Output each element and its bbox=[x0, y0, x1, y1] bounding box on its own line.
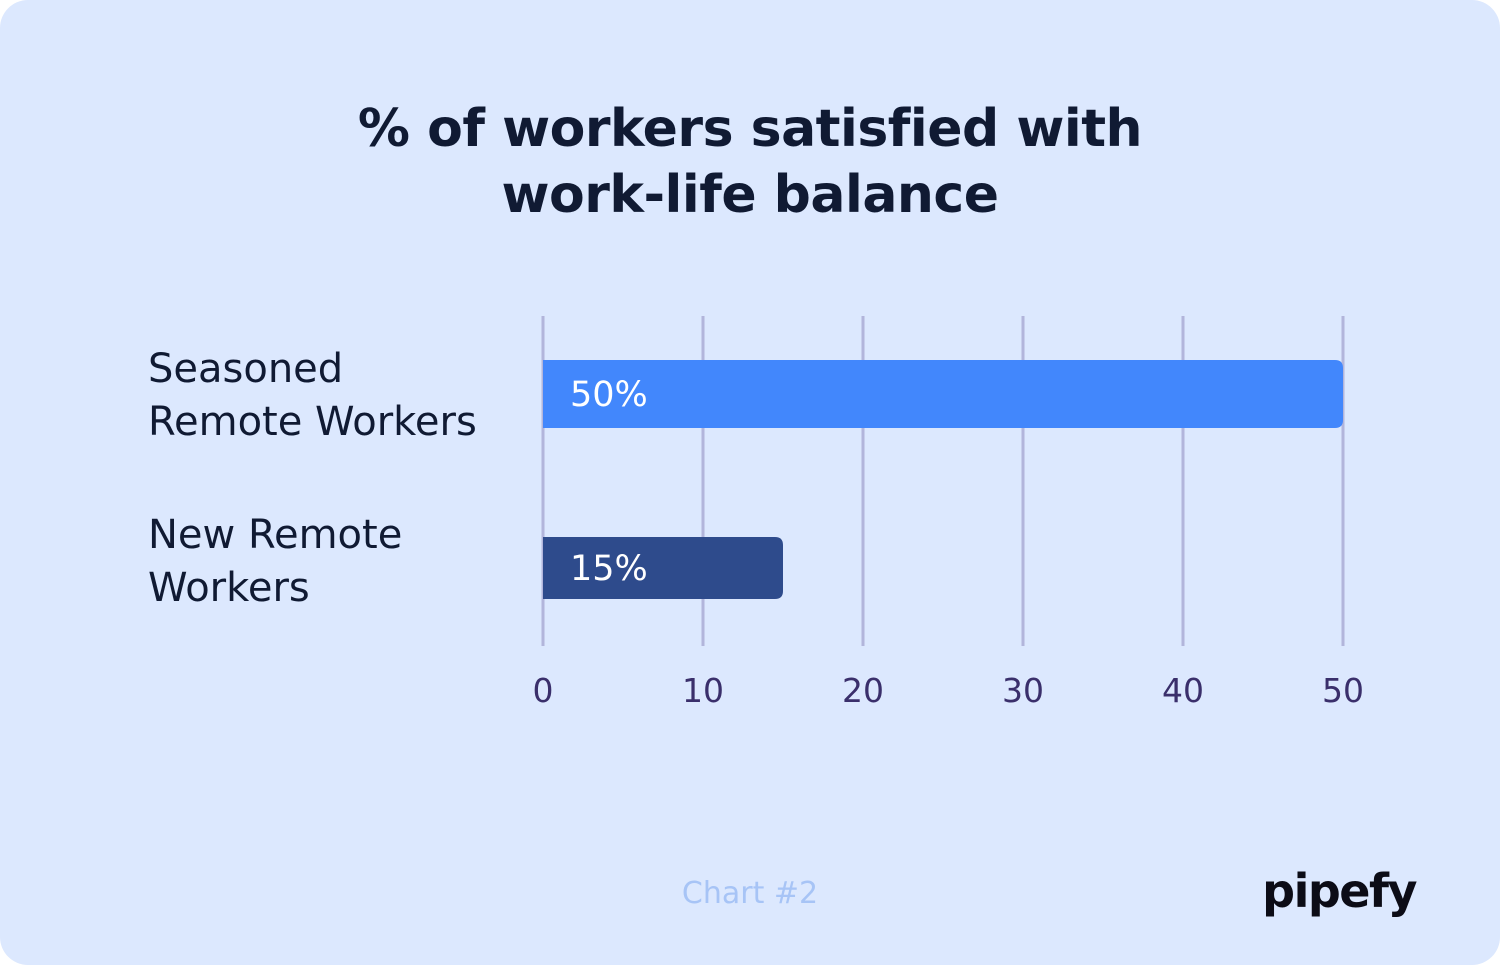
bar-1 bbox=[543, 537, 783, 599]
category-label-seasoned: Seasoned Remote Workers bbox=[148, 343, 477, 449]
x-tick-label-0: 0 bbox=[533, 671, 554, 710]
x-axis-ticks: 0 10 20 30 40 50 bbox=[533, 671, 1365, 710]
category-label-line: Remote Workers bbox=[148, 399, 477, 445]
x-tick-label-20: 20 bbox=[842, 671, 884, 710]
bars bbox=[543, 360, 1343, 599]
category-label-line: Workers bbox=[148, 565, 310, 611]
category-label-line: New Remote bbox=[148, 512, 403, 558]
x-tick-label-30: 30 bbox=[1002, 671, 1044, 710]
bar-data-label-1: 15% bbox=[570, 549, 648, 589]
chart-title: % of workers satisfied with work-life ba… bbox=[0, 96, 1500, 228]
data-labels: 50% 15% bbox=[570, 375, 648, 589]
x-tick-label-50: 50 bbox=[1322, 671, 1364, 710]
chart-title-line-2: work-life balance bbox=[501, 165, 999, 225]
category-label-line: Seasoned bbox=[148, 346, 344, 392]
x-tick-label-10: 10 bbox=[682, 671, 724, 710]
chart-number-label: Chart #2 bbox=[681, 876, 819, 911]
bar-0 bbox=[543, 360, 1343, 428]
x-tick-label-40: 40 bbox=[1162, 671, 1204, 710]
bar-data-label-0: 50% bbox=[570, 375, 648, 415]
category-label-new: New Remote Workers bbox=[148, 509, 402, 615]
chart-title-line-1: % of workers satisfied with bbox=[357, 99, 1143, 159]
pipefy-logo: pipefy bbox=[1262, 864, 1417, 918]
